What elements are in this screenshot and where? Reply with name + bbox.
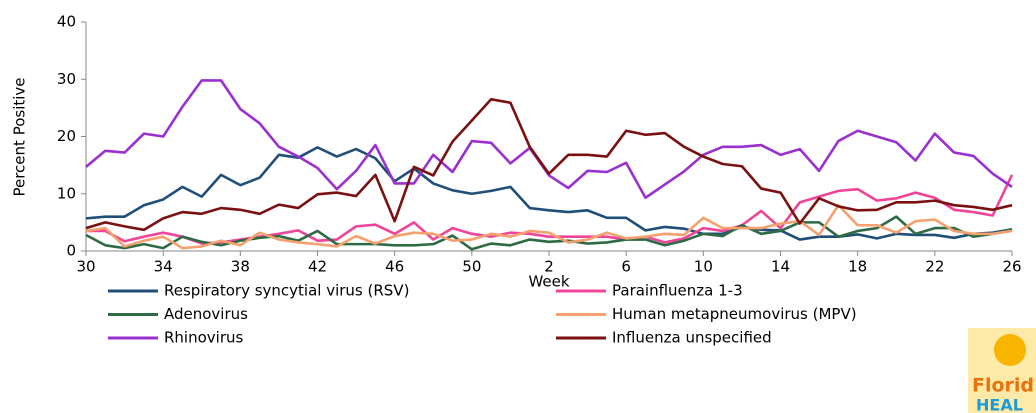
legend-label: Rhinovirus [164,329,243,347]
series-line [85,215,1013,251]
series-line [85,79,1013,200]
logo: Florid HEAL [968,328,1036,413]
logo-text: Florid [972,375,1034,397]
x-tick-label: 6 [621,258,631,276]
legend-label: Respiratory syncytial virus (RSV) [164,282,409,300]
legend-label: Parainfluenza 1-3 [612,282,743,300]
legend-label: Adenovirus [164,305,248,323]
y-tick-label: 30 [57,70,76,88]
y-tick-label: 40 [57,13,76,31]
x-tick-label: 30 [76,258,95,276]
y-tick-label: 10 [57,184,76,202]
x-tick-label: 22 [925,258,944,276]
x-tick-label: 46 [385,258,404,276]
series-line [85,97,1013,232]
x-tick-label: 42 [308,258,327,276]
series-line [85,203,1013,250]
y-axis-title: Percent Positive [11,77,29,196]
x-axis-title: Week [528,273,569,291]
x-tick-label: 34 [154,258,173,276]
y-tick-label: 0 [66,242,76,260]
legend-label: Influenza unspecified [612,329,772,347]
logo-sun [994,334,1026,366]
legend-label: Human metapneumovirus (MPV) [612,305,857,323]
series-line [85,146,1013,241]
logo-text: HEAL [976,396,1023,413]
y-tick-label: 20 [57,127,76,145]
x-tick-label: 50 [462,258,481,276]
x-tick-label: 18 [848,258,867,276]
x-tick-label: 26 [1002,258,1021,276]
x-tick-label: 14 [771,258,790,276]
x-tick-label: 38 [231,258,250,276]
x-tick-label: 2 [544,258,554,276]
x-tick-label: 10 [694,258,713,276]
